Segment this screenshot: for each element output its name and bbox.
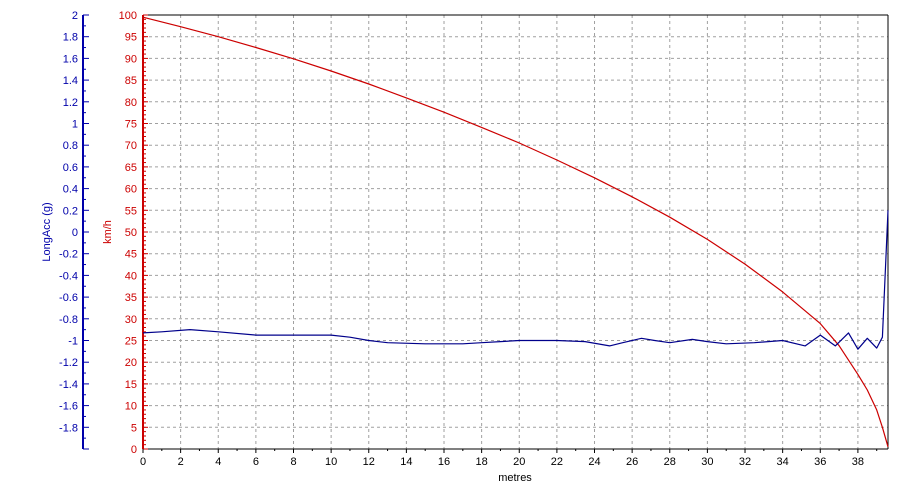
series-layer [142,16,889,447]
x-tick-label: 0 [140,456,146,468]
speed-tick-label: 90 [125,53,137,65]
x-tick-label: 28 [664,456,676,468]
x-tick-label: 38 [852,456,864,468]
x-tick-label: 26 [626,456,638,468]
longacc-tick-label: -1.2 [59,357,78,369]
speed-tick-label: 30 [125,314,137,326]
grid [143,15,888,449]
speed-tick-label: 45 [125,249,137,261]
x-tick-label: 10 [325,456,337,468]
longacc-tick-label: 1.4 [63,75,78,87]
speed-tick-label: 95 [125,32,137,44]
longacc-tick-label: -0.6 [59,292,78,304]
longacc-axis: 2 1.8 1.6 1.4 1.2 1 0.8 0.6 0.4 0.2 0 -0.2 -0.4 -0.6 -… [59,10,89,450]
speed-tick-label: 50 [125,227,137,239]
speed-tick-label: 85 [125,75,137,87]
x-tick-label: 12 [363,456,375,468]
speed-tick-label: 5 [131,422,137,434]
longacc-tick-label: 1.6 [63,53,78,65]
x-axis-label: metres [498,472,532,484]
x-tick-label: 2 [178,456,184,468]
longacc-tick-label: 0.6 [63,162,78,174]
speed-axis: 1009590858075706560555045403530252015105… [119,10,148,456]
speed-tick-label: 80 [125,97,137,109]
speed-tick-label: 25 [125,336,137,348]
speed-tick-label: 65 [125,162,137,174]
longacc-tick-label: 0.2 [63,205,78,217]
longacc-tick-label: 2 [72,10,78,22]
x-tick-label: 34 [777,456,789,468]
speed-tick-label: 40 [125,270,137,282]
x-tick-label: 8 [290,456,296,468]
x-tick-label: 4 [215,456,221,468]
longacc-tick-label: -1 [68,336,78,348]
longacc-tick-label: 0.4 [63,184,78,196]
speed-tick-label: 10 [125,401,137,413]
x-tick-label: 36 [814,456,826,468]
speed-tick-label: 35 [125,292,137,304]
x-tick-label: 6 [253,456,259,468]
longacc-tick-label: 1.2 [63,97,78,109]
x-tick-label: 22 [551,456,563,468]
speed-tick-label: 15 [125,379,137,391]
x-tick-label: 14 [400,456,412,468]
speed-tick-label: 20 [125,357,137,369]
x-tick-label: 24 [588,456,600,468]
speed-axis-label: km/h [102,220,114,244]
x-tick-label: 20 [513,456,525,468]
speed-tick-label: 0 [131,444,137,456]
longacc-tick-label: 1.8 [63,32,78,44]
longacc-tick-label: 1 [72,119,78,131]
x-axis: 0 2 4 6 8 10 12 14 16 18 20 22 24 26 28 30 32 34 36 38 [140,449,878,468]
x-tick-label: 18 [476,456,488,468]
x-tick-label: 32 [739,456,751,468]
speed-tick-label: 75 [125,119,137,131]
longacc-series-line [142,210,889,350]
speed-tick-label: 100 [119,10,137,22]
x-tick-label: 16 [438,456,450,468]
longacc-tick-label: -0.4 [59,270,78,282]
longacc-tick-label: -1.4 [59,379,78,391]
speed-tick-label: 55 [125,205,137,217]
x-tick-label: 30 [701,456,713,468]
longacc-tick-label: 0.8 [63,140,78,152]
longacc-tick-label: -1.8 [59,422,78,434]
longacc-tick-label: -0.2 [59,249,78,261]
speed-series-line [142,16,889,447]
speed-tick-label: 70 [125,140,137,152]
longacc-tick-label: 0 [72,227,78,239]
speed-tick-label: 60 [125,184,137,196]
longacc-tick-label: -1.6 [59,401,78,413]
longacc-tick-label: -0.8 [59,314,78,326]
longacc-axis-label: LongAcc (g) [41,202,53,261]
